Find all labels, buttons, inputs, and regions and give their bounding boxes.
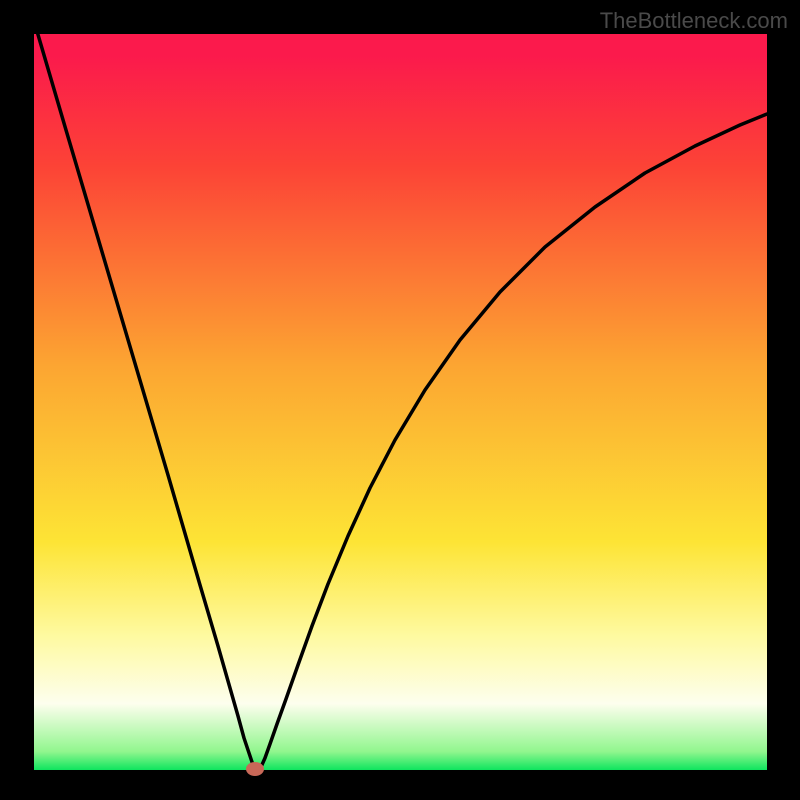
minimum-marker <box>246 762 264 776</box>
chart-container: TheBottleneck.com <box>0 0 800 800</box>
curve-path <box>34 21 767 770</box>
watermark-text: TheBottleneck.com <box>600 8 788 34</box>
bottleneck-curve <box>0 0 800 800</box>
